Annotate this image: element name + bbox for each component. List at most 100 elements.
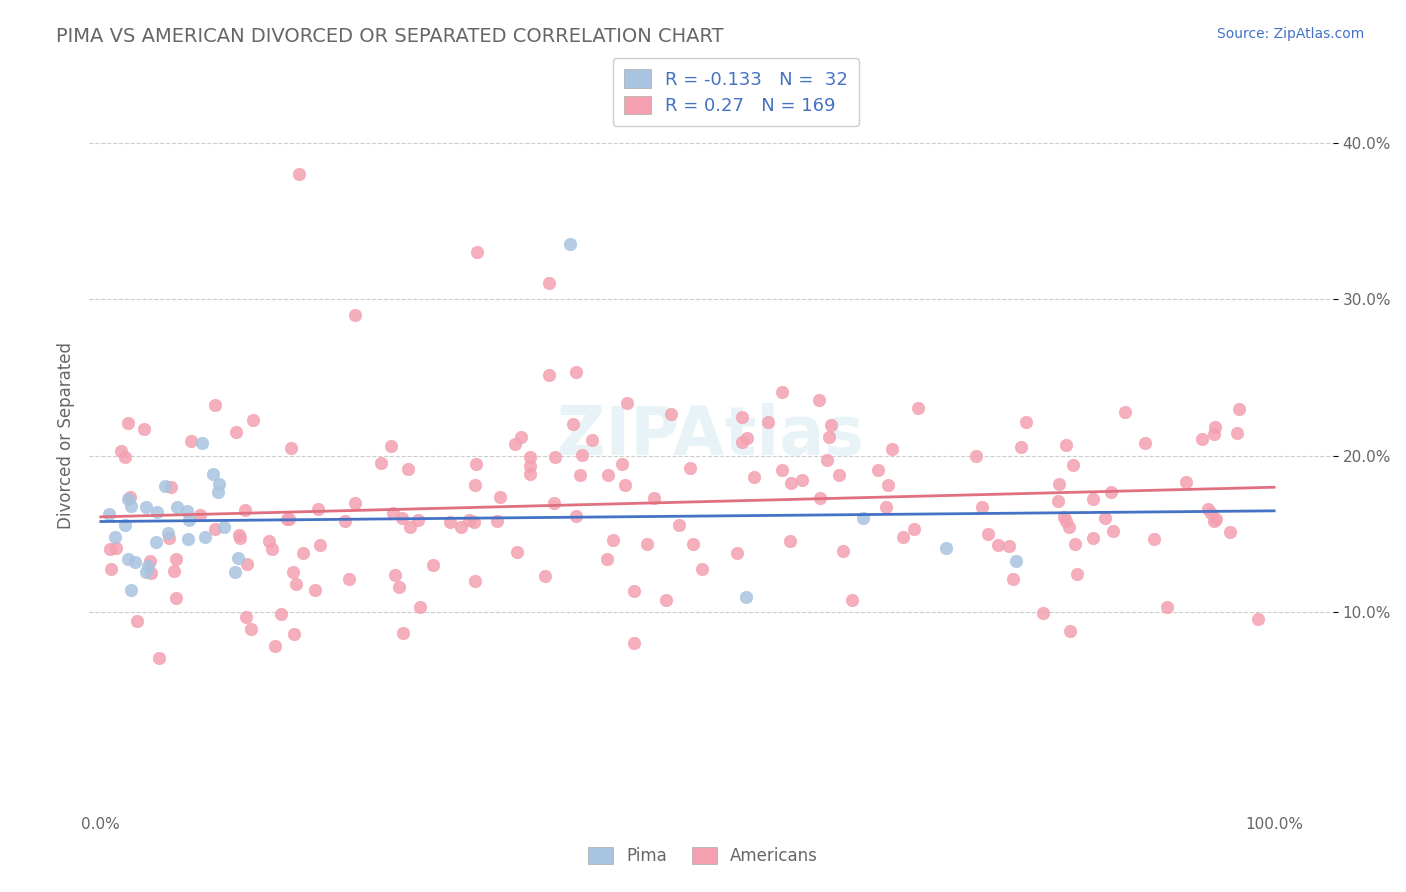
Point [270,607,292,621]
Text: Source: ZipAtlas.com: Source: ZipAtlas.com [1216,27,1364,41]
Point [841,592,863,607]
Point [1247,612,1270,626]
Point [307,501,329,516]
Point [595,552,617,566]
Point [1032,606,1054,620]
Point [1059,624,1081,638]
Point [1094,510,1116,524]
Point [876,478,898,492]
Point [406,513,429,527]
Point [114,450,136,465]
Point [165,552,187,566]
Point [304,583,326,598]
Point [124,555,146,569]
Point [1102,524,1125,538]
Point [450,520,472,534]
Point [226,550,249,565]
Point [808,392,831,407]
Point [1010,440,1032,454]
Point [98,507,121,521]
Point [399,520,422,534]
Point [457,513,479,527]
Point [610,458,633,472]
Point [1202,514,1225,528]
Point [382,506,405,520]
Point [409,600,432,615]
Point [818,430,841,444]
Point [1005,554,1028,568]
Point [569,467,592,482]
Point [965,449,987,463]
Point [519,450,541,464]
Point [180,434,202,449]
Point [284,577,307,591]
Point [281,565,304,579]
Point [1081,531,1104,545]
Point [1156,600,1178,615]
Point [163,564,186,578]
Point [1054,437,1077,451]
Point [731,434,754,449]
Point [135,565,157,579]
Point [176,503,198,517]
Point [828,468,851,483]
Point [643,491,665,505]
Point [489,490,512,504]
Point [141,566,163,580]
Point [135,500,157,515]
Point [1204,419,1226,434]
Point [735,591,758,605]
Point [224,565,246,579]
Point [907,401,929,415]
Point [815,453,838,467]
Point [503,437,526,451]
Point [596,468,619,483]
Point [240,622,263,636]
Point [1063,537,1085,551]
Point [120,583,142,598]
Point [935,541,957,555]
Point [1054,515,1077,529]
Point [972,500,994,514]
Point [262,542,284,557]
Point [770,385,793,400]
Point [616,396,638,410]
Point [225,425,247,439]
Point [233,503,256,517]
Point [770,463,793,477]
Point [464,574,486,589]
Point [537,277,560,291]
Point [114,518,136,533]
Point [779,533,801,548]
Point [242,412,264,426]
Point [343,496,366,510]
Point [276,512,298,526]
Point [659,407,682,421]
Point [506,545,529,559]
Point [1062,458,1084,472]
Point [138,554,160,568]
Point [103,530,125,544]
Point [165,591,187,606]
Point [987,538,1010,552]
Point [309,538,332,552]
Point [465,457,488,471]
Point [145,535,167,549]
Point [384,567,406,582]
Point [564,365,586,379]
Point [891,530,914,544]
Point [228,527,250,541]
Point [808,491,831,505]
Point [191,436,214,450]
Point [1143,532,1166,546]
Point [832,544,855,558]
Legend: R = -0.133   N =  32, R = 0.27   N = 169: R = -0.133 N = 32, R = 0.27 N = 169 [613,59,859,126]
Point [235,609,257,624]
Point [110,443,132,458]
Point [998,539,1021,553]
Point [188,508,211,522]
Point [157,525,180,540]
Point [280,441,302,455]
Point [120,499,142,513]
Point [463,515,485,529]
